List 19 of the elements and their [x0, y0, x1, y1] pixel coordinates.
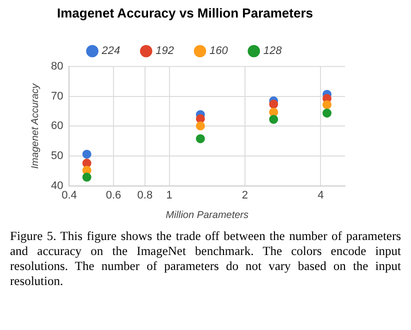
chart-title: Imagenet Accuracy vs Million Parameters [56, 5, 314, 20]
x-tick-label: 4 [318, 189, 324, 202]
legend-label: 160 [210, 45, 229, 58]
y-tick-label: 40 [50, 180, 64, 192]
legend-label: 192 [156, 45, 174, 58]
y-tick-label: 70 [50, 90, 64, 102]
x-tick-label: 2 [242, 189, 248, 202]
x-tick-label: 0.6 [106, 189, 122, 202]
x-tick-label: 0.8 [137, 189, 153, 202]
x-tick-label: 1 [166, 189, 172, 202]
x-axis-title: Million Parameters [166, 210, 249, 221]
y-tick-label: 60 [50, 120, 64, 132]
y-tick-label: 50 [50, 150, 64, 162]
y-axis-title: Imagenet Accuracy [30, 82, 41, 169]
legend-label: 128 [263, 45, 283, 58]
legend-label: 224 [100, 45, 120, 58]
y-tick-label: 80 [50, 60, 64, 73]
caption: Figure 5. This figure shows the trade off between the number of parameters and accuracy on the ImageNet benchmark. The colors encode input resolutions. The number of parameters do not vary based on the input resolution. [10, 229, 401, 289]
x-tick-label: 0.4 [62, 189, 77, 202]
